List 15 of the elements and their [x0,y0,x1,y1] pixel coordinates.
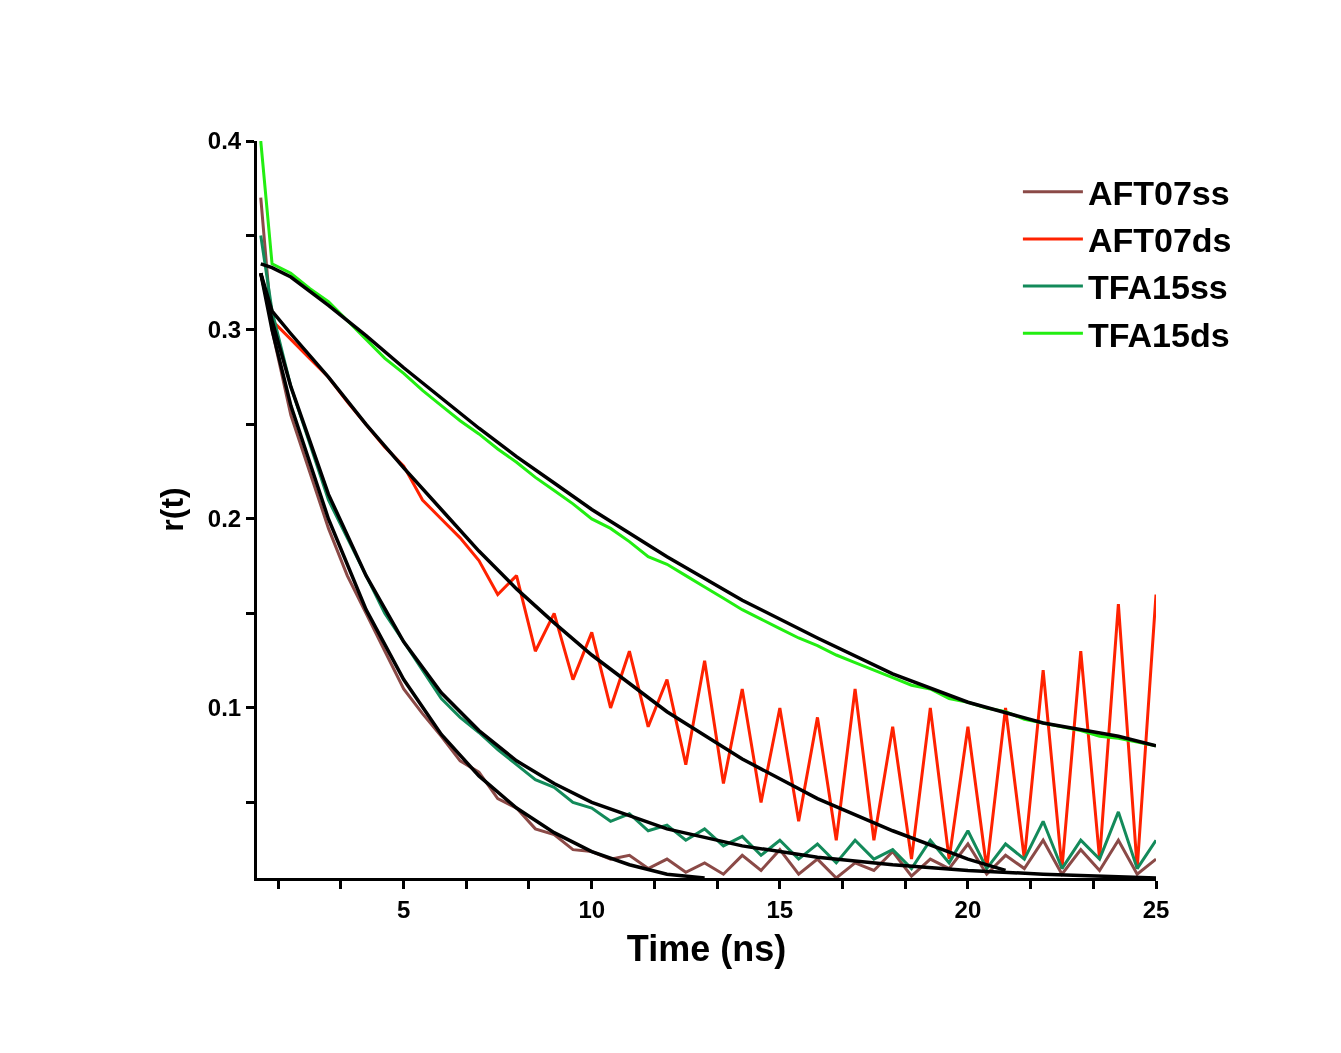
x-tick-label: 10 [578,895,606,923]
x-tick-label: 25 [1142,895,1170,923]
y-tick-label: 0.4 [207,127,242,155]
legend-label: AFT07ds [1087,221,1232,260]
legend-label: TFA15ss [1087,268,1228,307]
y-tick-label: 0.1 [207,694,242,722]
y-axis-title: r(t) [154,487,191,532]
y-tick-label: 0.2 [207,505,242,533]
x-axis-title: Time (ns) [626,928,787,970]
y-tick-label: 0.3 [207,316,242,344]
x-tick-label: 5 [397,895,411,923]
x-tick-label: 20 [954,895,982,923]
legend-label: TFA15ds [1087,315,1230,354]
x-tick-label: 15 [766,895,794,923]
legend-label: AFT07ss [1087,173,1230,212]
